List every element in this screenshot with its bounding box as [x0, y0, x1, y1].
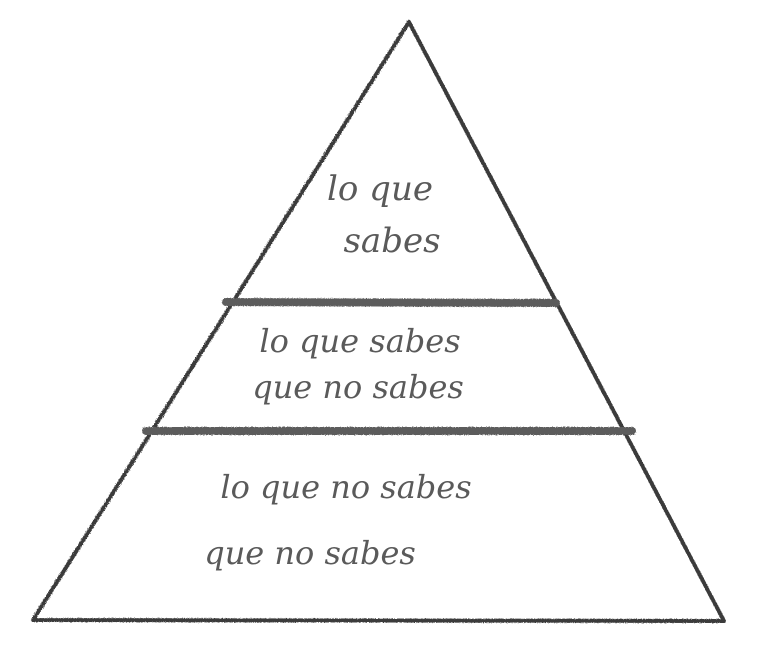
tier-middle-line-1: lo que sabes [259, 322, 460, 360]
tier-top: lo que sabes [327, 169, 441, 261]
tier-bottom-line-1: lo que no sabes [220, 468, 471, 506]
tier-top-line-1: lo que [327, 169, 433, 209]
tier-bottom-line-2: que no sabes [204, 534, 416, 572]
pyramid-outline [31, 20, 726, 623]
tier-top-line-2: sabes [343, 221, 440, 261]
tier-bottom: lo que no sabes que no sabes [204, 468, 471, 572]
divider-upper [222, 298, 560, 307]
tier-middle: lo que sabes que no sabes [252, 322, 464, 406]
tier-middle-line-2: que no sabes [252, 368, 464, 406]
